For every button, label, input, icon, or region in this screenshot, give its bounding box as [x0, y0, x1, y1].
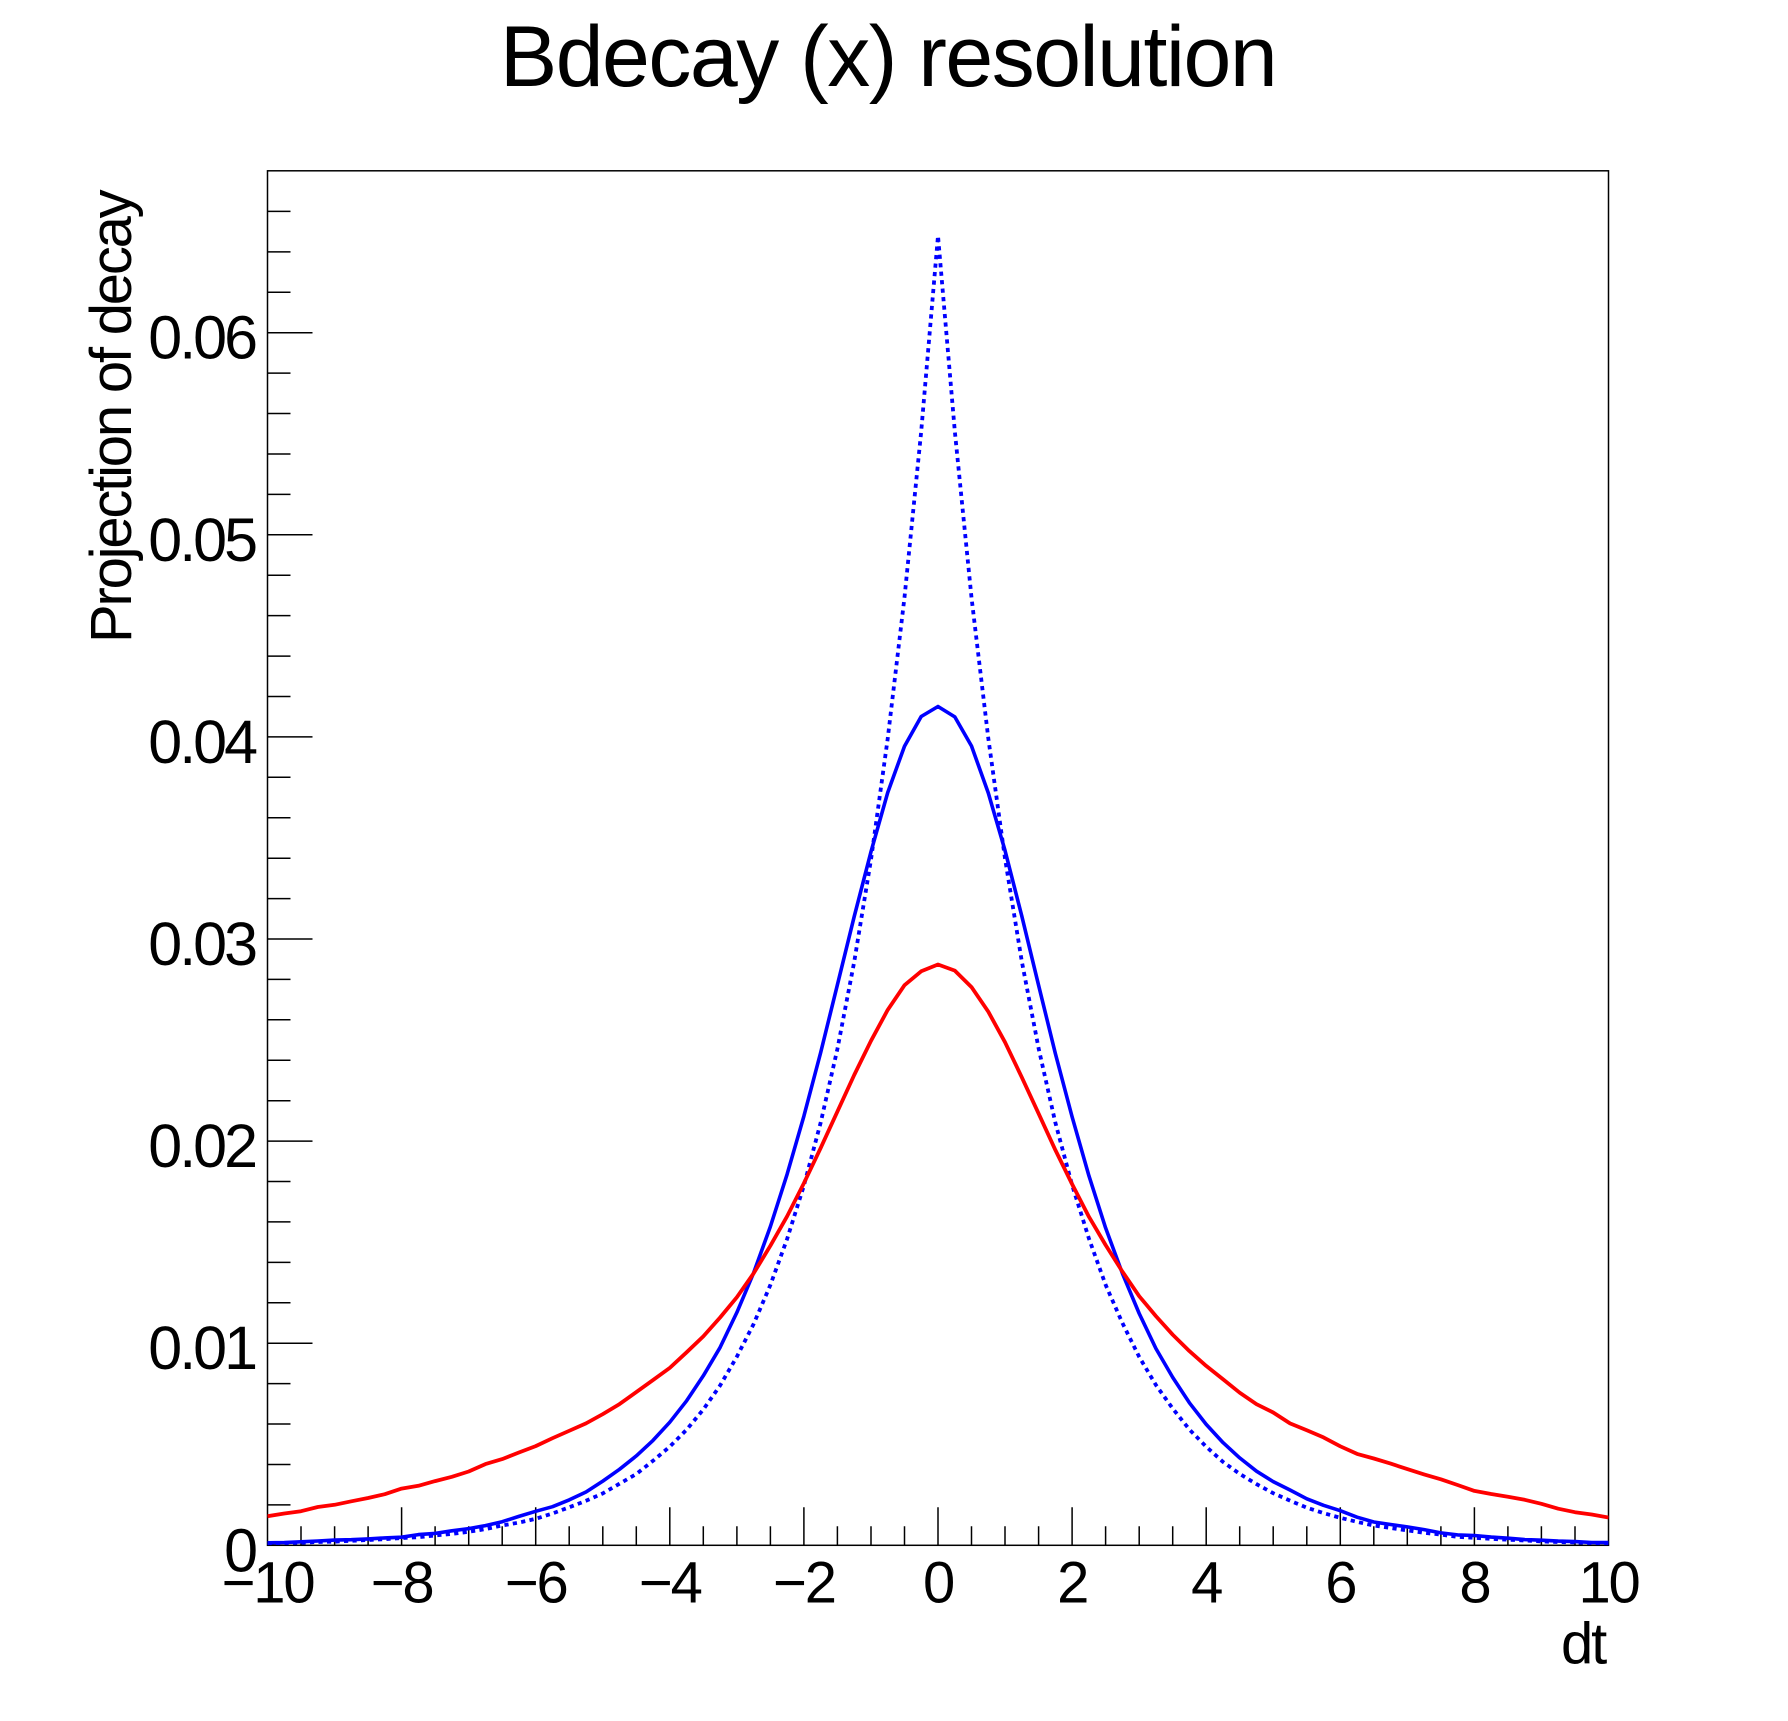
svg-text:0.06: 0.06: [148, 304, 256, 372]
svg-text:0: 0: [923, 1551, 953, 1616]
svg-text:0.04: 0.04: [148, 708, 257, 776]
svg-text:Projection of decay: Projection of decay: [79, 189, 144, 643]
svg-text:0.01: 0.01: [148, 1314, 255, 1382]
svg-text:Bdecay (x) resolution: Bdecay (x) resolution: [500, 9, 1276, 105]
svg-text:−6: −6: [505, 1551, 567, 1616]
svg-text:0: 0: [224, 1516, 256, 1584]
svg-text:6: 6: [1325, 1551, 1355, 1616]
svg-text:8: 8: [1459, 1551, 1489, 1616]
svg-text:0.03: 0.03: [148, 910, 256, 978]
svg-text:−4: −4: [639, 1551, 702, 1616]
svg-text:−10: −10: [222, 1551, 314, 1616]
svg-text:0.05: 0.05: [148, 506, 256, 574]
svg-text:−2: −2: [773, 1551, 835, 1616]
svg-text:2: 2: [1057, 1551, 1087, 1616]
svg-text:−8: −8: [371, 1551, 433, 1616]
svg-text:4: 4: [1191, 1551, 1222, 1616]
svg-text:10: 10: [1578, 1551, 1638, 1616]
svg-text:0.02: 0.02: [148, 1112, 255, 1180]
svg-text:dt: dt: [1561, 1612, 1607, 1677]
